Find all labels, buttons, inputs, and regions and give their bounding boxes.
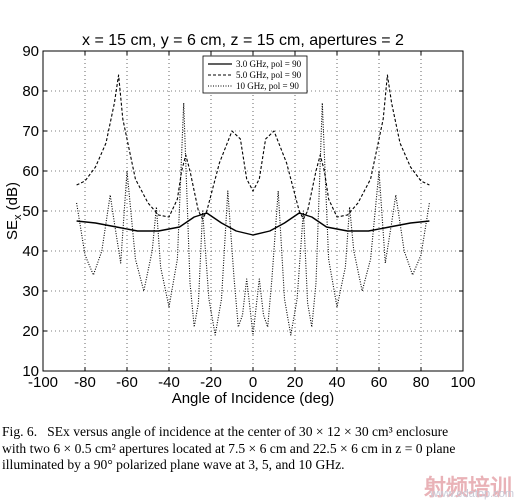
legend: 3.0 GHz, pol = 90 5.0 GHz, pol = 90 10 G… — [202, 55, 308, 94]
x-tick-label: 100 — [450, 374, 475, 391]
x-tick-label: -80 — [74, 374, 96, 391]
y-axis-label-sub: x — [12, 214, 24, 220]
y-tick-label: 90 — [22, 43, 39, 60]
gridlines — [42, 50, 464, 372]
x-tick-labels: -100 -80 -60 -40 -20 0 20 40 60 80 100 — [28, 374, 476, 391]
series-line-0 — [76, 212, 430, 236]
y-tick-label: 30 — [22, 283, 39, 300]
caption-text: SEx versus angle of incidence at the cen… — [2, 424, 456, 472]
legend-label-10ghz: 10 GHz, pol = 90 — [236, 81, 299, 91]
x-axis-label: Angle of Incidence (deg) — [172, 390, 335, 407]
y-tick-label: 40 — [22, 243, 39, 260]
y-tick-label: 60 — [22, 163, 39, 180]
x-tick-label: 0 — [249, 374, 257, 391]
x-tick-label: -20 — [200, 374, 222, 391]
y-tick-label: 70 — [22, 123, 39, 140]
watermark-url: www.edatop.com — [430, 488, 514, 500]
plot-frame — [42, 50, 464, 372]
series-line-2 — [76, 102, 430, 336]
y-tick-label: 10 — [22, 363, 39, 380]
y-tick-label: 20 — [22, 323, 39, 340]
y-axis-label: SEx (dB) — [4, 182, 24, 240]
legend-label-5ghz: 5.0 GHz, pol = 90 — [236, 70, 302, 80]
x-tick-label: -40 — [158, 374, 180, 391]
y-axis-label-main: SE — [4, 220, 21, 240]
legend-label-3ghz: 3.0 GHz, pol = 90 — [236, 59, 302, 69]
x-tick-label: 20 — [287, 374, 304, 391]
x-tick-label: -100 — [28, 374, 58, 391]
y-tick-labels: 10 20 30 40 50 60 70 80 90 — [22, 43, 39, 380]
caption-label: Fig. 6. — [2, 424, 38, 439]
y-tick-label: 80 — [22, 83, 39, 100]
x-tick-label: -60 — [116, 374, 138, 391]
chart: x = 15 cm, y = 6 cm, z = 15 cm, aperture… — [4, 32, 476, 407]
figure-caption: Fig. 6. SEx versus angle of incidence at … — [2, 424, 472, 474]
x-tick-label: 60 — [371, 374, 388, 391]
y-axis-label-unit: (dB) — [4, 182, 21, 215]
chart-title: x = 15 cm, y = 6 cm, z = 15 cm, aperture… — [82, 32, 404, 49]
watermark-logo: 射频培训 — [423, 476, 512, 501]
x-tick-label: 40 — [329, 374, 346, 391]
series-line-1 — [76, 74, 430, 220]
y-tick-label: 50 — [22, 203, 39, 220]
x-tick-label: 80 — [413, 374, 430, 391]
series-group — [76, 74, 430, 336]
